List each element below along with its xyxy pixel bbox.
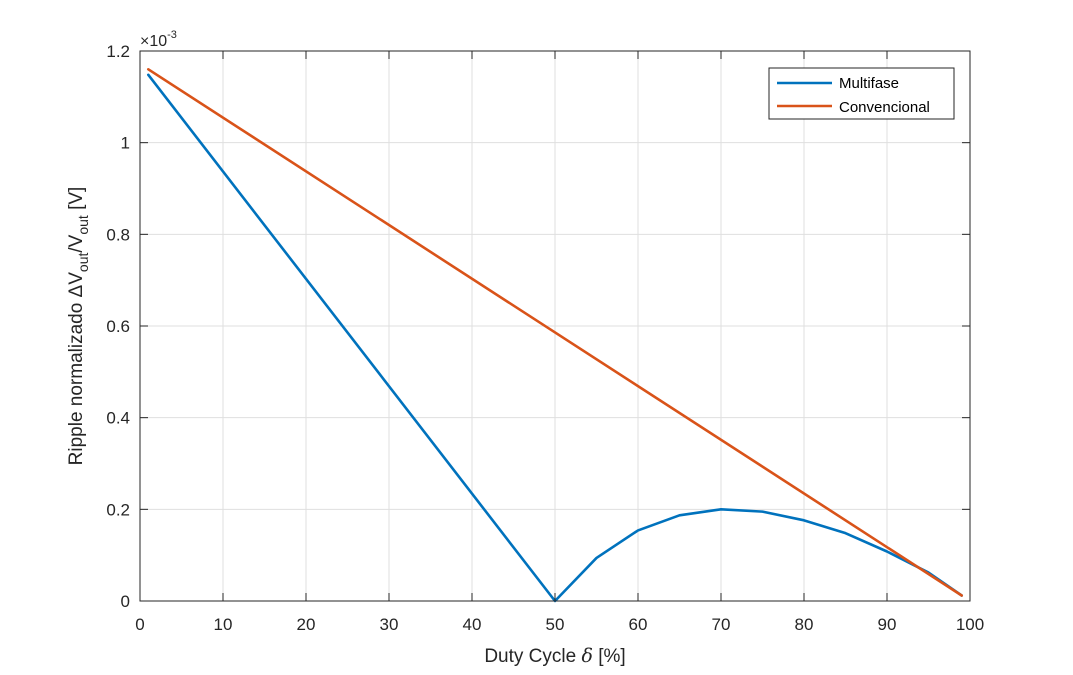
x-tick-label: 60 bbox=[629, 615, 648, 634]
y-exponent-base: ×10 bbox=[140, 33, 167, 50]
y-axis-title: Ripple normalizado ΔVout/Vout [V] bbox=[66, 187, 91, 466]
x-tick-label: 10 bbox=[214, 615, 233, 634]
legend-box bbox=[768, 67, 955, 120]
series-lines bbox=[147, 68, 964, 603]
y-tick-label: 0 bbox=[121, 592, 130, 611]
x-tick-label: 50 bbox=[546, 615, 565, 634]
y-axis-title-main: Ripple normalizado bbox=[66, 297, 87, 465]
x-tick-label: 0 bbox=[135, 615, 144, 634]
grid-lines bbox=[140, 51, 970, 601]
y-exponent-label: ×10-3 bbox=[140, 29, 177, 50]
legend: Multifase Convencional bbox=[768, 67, 955, 120]
x-tick-label: 70 bbox=[712, 615, 731, 634]
x-tick-labels: 0 10 20 30 40 50 60 70 80 90 100 bbox=[135, 615, 984, 634]
series-line-convencional bbox=[147, 68, 964, 597]
y-tick-label: 1.2 bbox=[106, 42, 130, 61]
y-axis-title-sub2: out bbox=[75, 215, 91, 235]
x-axis-title-unit: [%] bbox=[593, 646, 626, 667]
y-tick-label: 0.4 bbox=[106, 409, 130, 428]
y-axis-title-sub1: out bbox=[75, 252, 91, 272]
x-tick-label: 20 bbox=[297, 615, 316, 634]
y-tick-label: 1 bbox=[121, 134, 130, 153]
series-line-multifase bbox=[147, 73, 964, 603]
x-tick-label: 100 bbox=[956, 615, 984, 634]
x-axis-title-main: Duty Cycle bbox=[484, 646, 581, 667]
y-exponent-power: -3 bbox=[167, 29, 177, 41]
y-tick-label: 0.2 bbox=[106, 500, 130, 519]
y-tick-labels: 0 0.2 0.4 0.6 0.8 1 1.2 bbox=[106, 42, 130, 611]
legend-label-convencional: Convencional bbox=[839, 99, 930, 116]
y-axis-title-slash: /V bbox=[66, 234, 87, 252]
x-tick-label: 90 bbox=[878, 615, 897, 634]
legend-label-multifase: Multifase bbox=[839, 75, 899, 92]
x-axis-title: Duty Cycle δ [%] bbox=[484, 645, 625, 667]
y-tick-label: 0.8 bbox=[106, 225, 130, 244]
x-tick-label: 40 bbox=[463, 615, 482, 634]
x-tick-label: 80 bbox=[795, 615, 814, 634]
y-tick-label: 0.6 bbox=[106, 317, 130, 336]
x-axis-title-symbol: δ bbox=[581, 645, 592, 667]
y-axis-title-unit: [V] bbox=[66, 187, 87, 216]
y-axis-title-delta: ΔV bbox=[66, 272, 87, 298]
axis-ticks bbox=[139, 50, 971, 602]
x-tick-label: 30 bbox=[380, 615, 399, 634]
